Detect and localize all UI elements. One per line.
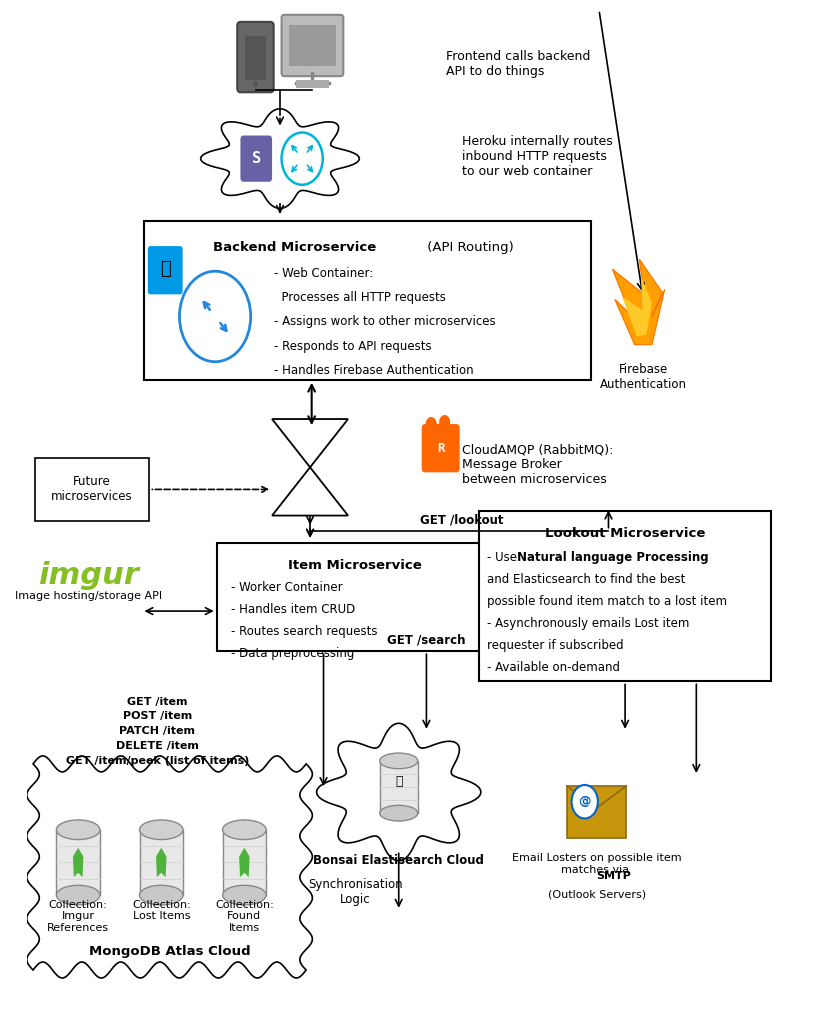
FancyBboxPatch shape	[479, 511, 771, 681]
Ellipse shape	[57, 886, 100, 905]
Text: Collection:
Found
Items: Collection: Found Items	[215, 900, 273, 933]
Text: requester if subscribed: requester if subscribed	[488, 639, 624, 652]
Text: - Available on-demand: - Available on-demand	[488, 661, 621, 674]
Text: Natural language Processing: Natural language Processing	[517, 551, 709, 564]
Ellipse shape	[222, 886, 266, 905]
Text: imgur: imgur	[38, 561, 139, 590]
Text: Item Microservice: Item Microservice	[288, 559, 422, 572]
Text: Collection:
Imgur
References: Collection: Imgur References	[47, 900, 109, 933]
Text: - Data preprocessing: - Data preprocessing	[231, 647, 355, 660]
Text: GET /item
POST /item
PATCH /item
DELETE /item
GET /item/peek (list of items): GET /item POST /item PATCH /item DELETE …	[66, 697, 249, 765]
Circle shape	[253, 81, 258, 87]
Ellipse shape	[140, 886, 183, 905]
FancyBboxPatch shape	[222, 830, 266, 895]
FancyBboxPatch shape	[57, 830, 100, 895]
Text: @: @	[579, 796, 591, 808]
Text: Email Losters on possible item
matches via: Email Losters on possible item matches v…	[511, 853, 681, 875]
Text: S: S	[252, 151, 261, 166]
Polygon shape	[27, 756, 313, 978]
FancyBboxPatch shape	[296, 80, 329, 88]
Text: GET /lookout: GET /lookout	[420, 514, 504, 527]
Text: Future
microservices: Future microservices	[51, 475, 133, 503]
Circle shape	[439, 415, 450, 429]
Polygon shape	[73, 848, 84, 878]
Text: Heroku internally routes
inbound HTTP requests
to our web container: Heroku internally routes inbound HTTP re…	[462, 135, 612, 179]
Text: - Routes search requests: - Routes search requests	[231, 625, 378, 638]
Ellipse shape	[140, 820, 183, 839]
Text: Backend Microservice: Backend Microservice	[213, 241, 376, 254]
Polygon shape	[317, 723, 481, 860]
Text: Bonsai Elastisearch Cloud: Bonsai Elastisearch Cloud	[314, 854, 484, 867]
Circle shape	[571, 785, 598, 819]
Text: - Assigns work to other microservices: - Assigns work to other microservices	[274, 315, 496, 329]
Ellipse shape	[380, 753, 418, 768]
FancyBboxPatch shape	[34, 458, 149, 521]
Text: (Outlook Servers): (Outlook Servers)	[548, 890, 645, 900]
Text: R: R	[437, 442, 444, 455]
Text: Processes all HTTP requests: Processes all HTTP requests	[274, 291, 447, 304]
FancyBboxPatch shape	[380, 761, 418, 813]
Text: and Elasticsearch to find the best: and Elasticsearch to find the best	[488, 573, 686, 585]
Text: Synchronisation
Logic: Synchronisation Logic	[308, 878, 402, 906]
Text: MongoDB Atlas Cloud: MongoDB Atlas Cloud	[89, 945, 250, 958]
FancyBboxPatch shape	[422, 424, 460, 472]
FancyBboxPatch shape	[282, 15, 343, 76]
Text: 🐋: 🐋	[160, 260, 171, 278]
FancyBboxPatch shape	[245, 36, 266, 80]
Ellipse shape	[57, 820, 100, 839]
Text: - Responds to API requests: - Responds to API requests	[274, 340, 432, 353]
Ellipse shape	[380, 806, 418, 821]
Polygon shape	[272, 419, 348, 467]
Text: Firebase
Authentication: Firebase Authentication	[600, 363, 687, 390]
FancyBboxPatch shape	[217, 543, 493, 651]
Text: - Handles item CRUD: - Handles item CRUD	[231, 603, 355, 616]
Polygon shape	[156, 848, 167, 878]
Polygon shape	[200, 109, 360, 208]
Text: 🌳: 🌳	[395, 775, 402, 789]
FancyBboxPatch shape	[144, 221, 591, 380]
Polygon shape	[272, 467, 348, 516]
Text: possible found item match to a lost item: possible found item match to a lost item	[488, 595, 727, 608]
Polygon shape	[622, 276, 652, 337]
FancyBboxPatch shape	[148, 246, 182, 294]
Text: (API Routing): (API Routing)	[424, 241, 514, 254]
Ellipse shape	[222, 820, 266, 839]
FancyBboxPatch shape	[140, 830, 183, 895]
Text: - Asynchronously emails Lost item: - Asynchronously emails Lost item	[488, 617, 690, 630]
FancyBboxPatch shape	[567, 786, 626, 838]
Circle shape	[425, 417, 437, 431]
Polygon shape	[612, 259, 665, 345]
Text: Frontend calls backend
API to do things: Frontend calls backend API to do things	[446, 50, 590, 78]
Text: GET /search: GET /search	[388, 633, 466, 646]
Text: - Use: - Use	[488, 551, 521, 564]
Polygon shape	[239, 848, 250, 878]
Text: Collection:
Lost Items: Collection: Lost Items	[132, 900, 190, 921]
Text: - Web Container:: - Web Container:	[274, 267, 374, 280]
Text: - Handles Firebase Authentication: - Handles Firebase Authentication	[274, 364, 474, 377]
Text: Lookout Microservice: Lookout Microservice	[545, 527, 705, 540]
Text: SMTP: SMTP	[597, 871, 631, 882]
Text: Image hosting/storage API: Image hosting/storage API	[15, 591, 162, 601]
FancyBboxPatch shape	[289, 25, 336, 66]
Text: - Worker Container: - Worker Container	[231, 581, 342, 593]
Text: CloudAMQP (RabbitMQ):
Message Broker
between microservices: CloudAMQP (RabbitMQ): Message Broker bet…	[462, 443, 613, 486]
FancyBboxPatch shape	[241, 135, 272, 182]
FancyBboxPatch shape	[237, 22, 273, 92]
